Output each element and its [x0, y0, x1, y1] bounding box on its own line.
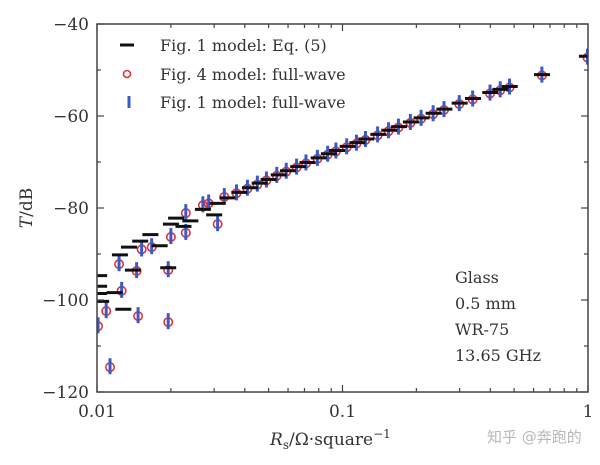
- tick-labels: 0.01 0.1 1 −40 −60 −80 −100 −120: [42, 15, 593, 422]
- data-marks: [97, 48, 588, 375]
- y-tick-label: −40: [53, 15, 89, 35]
- x-axis-title-main: R: [269, 430, 283, 450]
- x-tick-label: 1: [583, 402, 594, 422]
- legend-label: Fig. 1 model: full-wave: [160, 93, 346, 112]
- x-axis-title-sub: s: [283, 438, 289, 452]
- plot-area: [97, 48, 588, 375]
- x-tick-label: 0.1: [329, 402, 356, 422]
- legend: Fig. 1 model: Eq. (5) Fig. 4 model: full…: [120, 36, 346, 112]
- annotation-waveguide: WR-75: [455, 320, 509, 339]
- annotation-frequency: 13.65 GHz: [455, 346, 541, 365]
- annotation: Glass 0.5 mm WR-75 13.65 GHz: [455, 268, 541, 365]
- y-axis-title: T/dB: [17, 188, 37, 228]
- legend-label: Fig. 1 model: Eq. (5): [160, 36, 327, 55]
- x-axis-title-sup: −1: [373, 427, 391, 441]
- y-tick-label: −100: [42, 291, 89, 311]
- x-axis-title: Rs/Ω·square−1: [269, 427, 391, 452]
- legend-item-fig1-fullwave: Fig. 1 model: full-wave: [127, 93, 346, 112]
- y-axis-title-main: T: [17, 215, 37, 228]
- legend-item-fig4-fullwave: Fig. 4 model: full-wave: [122, 65, 346, 84]
- watermark: 知乎 @奔跑的: [487, 428, 582, 446]
- y-axis-title-rest: /dB: [17, 188, 37, 217]
- y-tick-label: −80: [53, 199, 89, 219]
- legend-label: Fig. 4 model: full-wave: [160, 65, 346, 84]
- annotation-thickness: 0.5 mm: [455, 294, 516, 313]
- x-axis-title-rest: /Ω·square: [289, 430, 373, 450]
- y-tick-label: −120: [42, 383, 89, 403]
- legend-marker-circle: [122, 69, 132, 79]
- legend-item-eq5: Fig. 1 model: Eq. (5): [120, 36, 327, 55]
- x-tick-label: 0.01: [78, 402, 116, 422]
- y-tick-label: −60: [53, 107, 89, 127]
- axis-ticks: [96, 23, 589, 393]
- annotation-material: Glass: [455, 268, 499, 287]
